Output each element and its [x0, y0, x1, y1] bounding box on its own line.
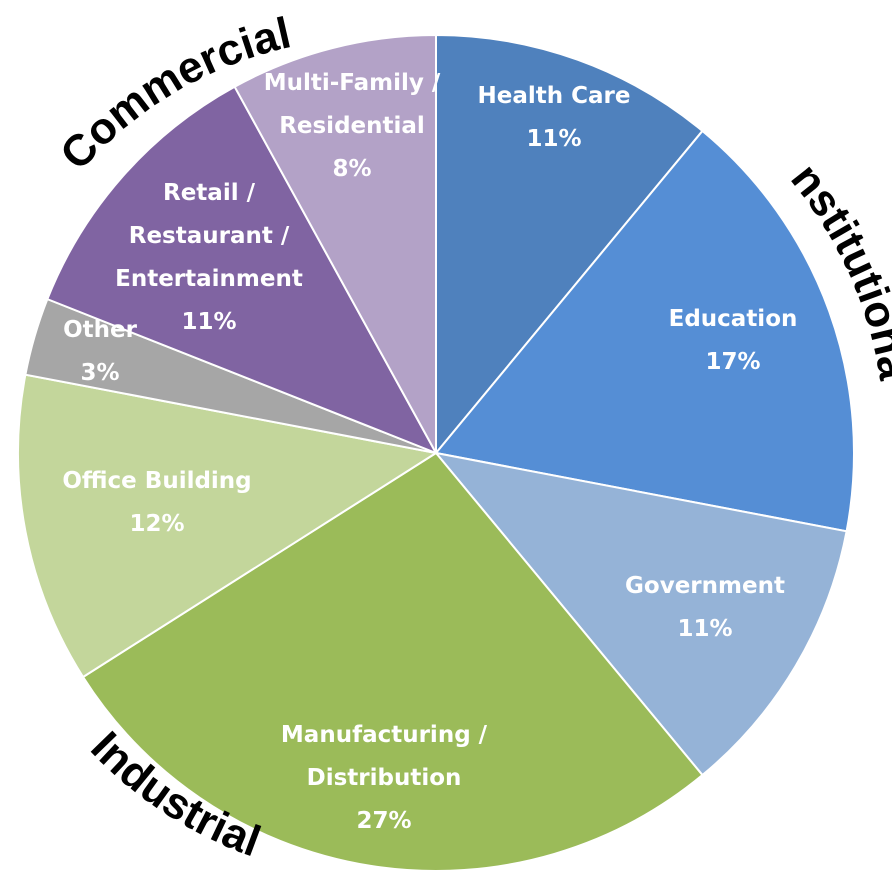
slice-label-health-care: Health Care 11%	[478, 83, 631, 152]
slice-percent: 11%	[526, 126, 581, 152]
slice-percent: 11%	[181, 309, 236, 335]
slice-label-manufacturing-distribution: Manufacturing / Distribution 27%	[281, 722, 488, 834]
slice-name-line: Retail /	[163, 180, 256, 206]
slice-percent: 3%	[80, 360, 119, 386]
slice-name-line: Residential	[279, 113, 425, 139]
pie-slice-government	[433, 451, 848, 777]
slice-percent: 12%	[129, 511, 184, 537]
slice-label-retail-restaurant-entertainment: Retail / Restaurant / Entertainment 11%	[115, 180, 303, 335]
slice-label-office-building: Office Building 12%	[62, 468, 251, 537]
slice-label-education: Education 17%	[669, 306, 798, 375]
slice-label-multi-family-residential: Multi-Family / Residential 8%	[264, 70, 441, 182]
pie-slices	[17, 33, 855, 872]
pie-slice-education	[434, 129, 855, 533]
slice-name-line: Distribution	[307, 765, 462, 791]
slice-name-line: Government	[625, 573, 785, 599]
pie-slice-manufacturing-distribution	[81, 451, 704, 872]
slice-percent: 17%	[705, 349, 760, 375]
slice-name-line: Other	[63, 317, 138, 343]
slice-percent: 27%	[356, 808, 411, 834]
pie-slice-retail-restaurant-entertainment	[46, 85, 439, 455]
pie-slice-office-building	[17, 373, 439, 679]
slice-name-line: Multi-Family /	[264, 70, 441, 96]
slice-percent: 11%	[677, 616, 732, 642]
slice-name-line: Office Building	[62, 468, 251, 494]
pie-slice-health-care	[435, 33, 704, 456]
slice-percent: 8%	[332, 156, 371, 182]
pie-slice-multi-family-residential	[233, 33, 437, 454]
slice-name-line: Entertainment	[115, 266, 303, 292]
slice-label-other: Other 3%	[63, 317, 138, 386]
slice-name-line: Health Care	[478, 83, 631, 109]
slice-name-line: Restaurant /	[129, 223, 290, 249]
slice-name-line: Manufacturing /	[281, 722, 488, 748]
slice-name-line: Education	[669, 306, 798, 332]
slice-label-government: Government 11%	[625, 573, 785, 642]
slice-labels: Health Care 11% Education 17% Government 11% M…	[62, 70, 797, 834]
